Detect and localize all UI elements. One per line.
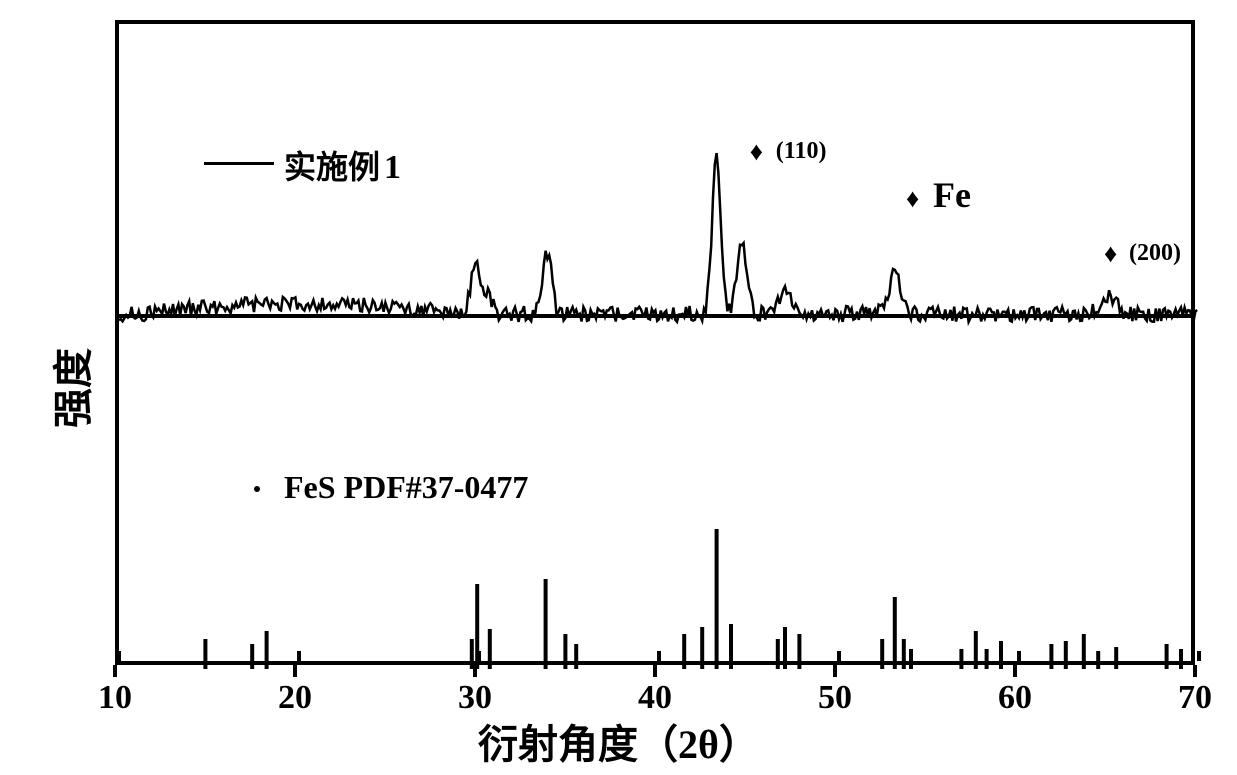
x-tick-label: 60: [998, 679, 1032, 717]
x-tick-label: 10: [98, 679, 132, 717]
diamond-marker-110: ♦: [750, 137, 763, 167]
x-label-var: 2θ: [678, 722, 719, 767]
legend-text-example: 实施例 1: [284, 142, 401, 188]
pdf-card-label: FeS PDF#37-0477: [284, 469, 528, 506]
inner-x-ticks: [119, 649, 1191, 661]
diamond-marker-200: ♦: [1104, 239, 1117, 269]
plot-area: 实施例 1 ♦ (110) ♦ Fe ♦ (200) FeS PDF#37-04…: [115, 20, 1195, 665]
spectrum-svg: [119, 24, 1199, 669]
x-label-suffix: ）: [719, 722, 759, 767]
diamond-marker-fe: ♦: [906, 184, 919, 214]
x-tick-label: 40: [638, 679, 672, 717]
panel-divider: [119, 314, 1191, 318]
x-tick: [293, 665, 297, 677]
x-tick-label: 20: [278, 679, 312, 717]
x-tick: [653, 665, 657, 677]
x-tick: [1193, 665, 1197, 677]
x-label-prefix: 衍射角度（: [478, 722, 678, 767]
x-tick-label: 70: [1178, 679, 1212, 717]
x-tick: [113, 665, 117, 677]
x-axis-label: 衍射角度（2θ）: [478, 712, 759, 770]
miller-index-200: (200): [1129, 240, 1181, 267]
x-tick: [473, 665, 477, 677]
fe-label: Fe: [933, 174, 971, 216]
legend-cn: 实施例: [284, 149, 380, 185]
x-tick: [833, 665, 837, 677]
reference-dot-marker: [254, 486, 260, 492]
x-tick: [1013, 665, 1017, 677]
legend-num: 1: [384, 149, 401, 186]
x-axis-ticks: 10203040506070: [115, 665, 1195, 715]
legend-line-sample: [204, 162, 274, 165]
x-tick-label: 50: [818, 679, 852, 717]
y-axis-label: 强度: [41, 348, 99, 428]
x-tick-label: 30: [458, 679, 492, 717]
xrd-spectrum-line: [119, 153, 1197, 322]
miller-index-110: (110): [776, 138, 827, 165]
